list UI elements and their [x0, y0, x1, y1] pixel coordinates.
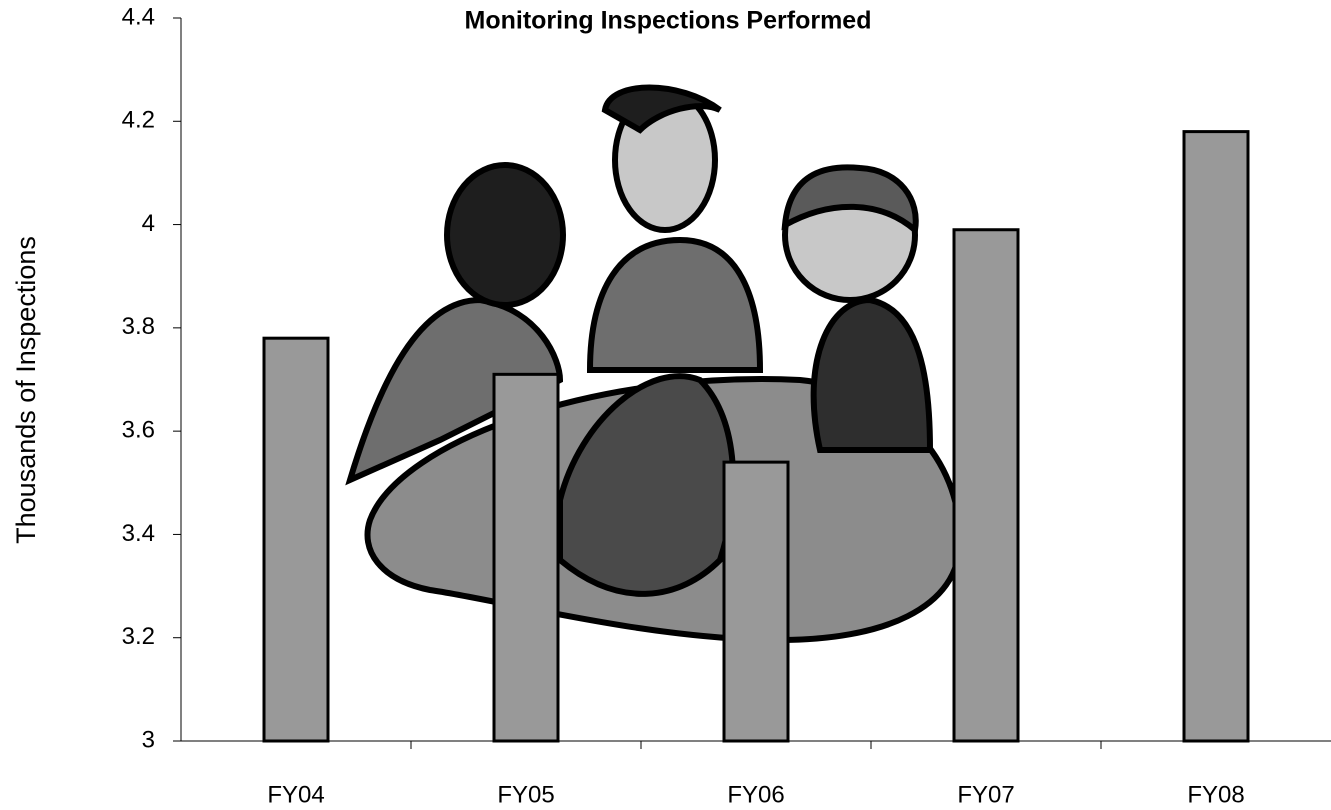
child-body — [814, 300, 930, 450]
chart-title: Monitoring Inspections Performed — [465, 7, 872, 35]
clip-art — [350, 88, 960, 641]
x-tick-label: FY08 — [1187, 781, 1244, 808]
y-tick-label: 3.8 — [122, 313, 155, 340]
chart: Monitoring Inspections Performed Thousan… — [0, 0, 1331, 810]
y-tick-label: 4 — [142, 210, 155, 237]
bar — [264, 338, 328, 741]
y-tick-label: 4.4 — [122, 3, 155, 30]
y-tick-label: 3.2 — [122, 623, 155, 650]
bar — [1184, 132, 1248, 741]
y-axis-label: Thousands of Inspections — [11, 236, 41, 544]
child-body — [590, 240, 760, 370]
y-tick-label: 3.4 — [122, 520, 155, 547]
page: {"chart_data": {"type": "bar", "title": … — [0, 0, 1331, 810]
x-tick-label: FY06 — [727, 781, 784, 808]
x-tick-label: FY04 — [267, 781, 324, 808]
x-tick-label: FY05 — [497, 781, 554, 808]
y-tick-label: 4.2 — [122, 107, 155, 134]
bar — [494, 374, 558, 741]
y-tick-label: 3 — [142, 726, 155, 753]
child-head — [447, 165, 563, 305]
bar — [724, 462, 788, 741]
bar — [954, 230, 1018, 741]
y-tick-label: 3.6 — [122, 416, 155, 443]
x-tick-label: FY07 — [957, 781, 1014, 808]
